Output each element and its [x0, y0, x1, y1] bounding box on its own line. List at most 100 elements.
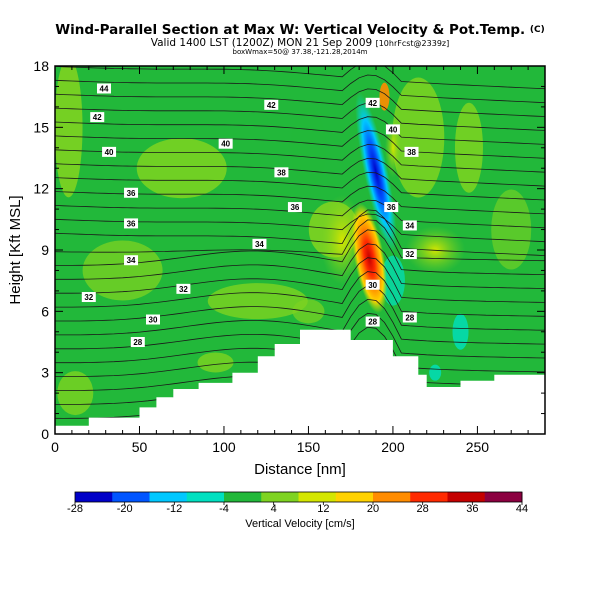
colorbar-title: Vertical Velocity [cm/s]	[245, 518, 354, 530]
colorbar-swatch-0	[75, 492, 113, 502]
contour-label-15: 34	[124, 255, 139, 266]
velocity-shading-1	[136, 138, 227, 199]
svg-text:34: 34	[255, 240, 264, 249]
contour-label-10: 36	[287, 202, 302, 213]
colorbar-swatch-9	[410, 492, 448, 502]
theta-contour-9	[55, 257, 545, 303]
y-tick-label-6: 18	[33, 58, 49, 74]
theta-contour-17	[55, 171, 545, 201]
svg-text:34: 34	[127, 256, 136, 265]
svg-text:42: 42	[267, 101, 276, 110]
svg-text:32: 32	[84, 293, 93, 302]
contour-label-8: 38	[404, 146, 419, 157]
contour-label-19: 30	[365, 279, 380, 290]
y-tick-label-4: 12	[33, 181, 49, 197]
theta-contour-25	[55, 66, 545, 90]
svg-text:36: 36	[127, 189, 136, 198]
theta-contour-24	[55, 74, 545, 103]
contour-label-16: 32	[402, 249, 417, 259]
velocity-shading-4	[290, 107, 327, 188]
contour-label-7: 38	[274, 167, 289, 178]
svg-text:42: 42	[368, 99, 377, 108]
contour-label-1: 42	[90, 112, 105, 123]
colorbar-label-3: -4	[219, 503, 229, 515]
theta-contour-10	[55, 243, 545, 289]
theta-contour-20	[55, 130, 545, 159]
svg-text:42: 42	[93, 113, 102, 122]
colorbar-label-8: 36	[466, 503, 478, 515]
x-tick-label-1: 50	[132, 439, 148, 455]
contour-label-14: 34	[402, 220, 417, 231]
velocity-shading-19	[355, 92, 397, 253]
velocity-shading-2	[82, 240, 163, 301]
svg-text:28: 28	[133, 338, 142, 347]
svg-text:30: 30	[149, 316, 158, 325]
velocity-shading-15	[429, 364, 442, 381]
x-tick-label-4: 200	[381, 439, 405, 455]
svg-text:32: 32	[405, 250, 414, 259]
x-axis-title: Distance [nm]	[254, 461, 346, 478]
colorbar-swatch-7	[335, 492, 374, 502]
contour-label-20: 30	[146, 314, 160, 325]
colorbar-label-4: 4	[271, 503, 277, 515]
theta-contour-12	[55, 219, 545, 262]
contour-label-18: 32	[176, 283, 191, 294]
contour-label-17: 32	[81, 292, 96, 303]
theta-contour-19	[55, 144, 545, 173]
chart-title: Wind-Parallel Section at Max W: Vertical…	[55, 22, 545, 38]
svg-text:40: 40	[221, 140, 230, 149]
colorbar-swatch-4	[224, 492, 262, 502]
x-tick-label-0: 0	[51, 439, 59, 455]
theta-contour-6	[55, 298, 545, 345]
colorbar-swatch-5	[261, 492, 299, 502]
y-axis-title: Height [Kft MSL]	[7, 195, 24, 304]
velocity-shading-8	[392, 77, 445, 198]
velocity-shading-13	[197, 352, 234, 373]
colorbar-label-0: -28	[67, 503, 83, 515]
chart-subtitle: Valid 1400 LST (1200Z) MON 21 Sep 2009 […	[150, 37, 450, 49]
svg-text:44: 44	[100, 84, 109, 93]
theta-contour-22	[55, 102, 545, 131]
contour-label-11: 36	[384, 202, 399, 213]
colorbar-label-5: 12	[317, 503, 329, 515]
colorbar-label-6: 20	[367, 503, 379, 515]
contour-label-4: 40	[102, 146, 117, 157]
x-axis: 0 50 100 150 200 250	[51, 66, 546, 455]
contour-label-23: 28	[365, 316, 380, 327]
contour-label-22: 28	[130, 337, 145, 347]
colorbar-label-2: -12	[166, 503, 182, 515]
theta-contour-23	[55, 88, 545, 117]
y-tick-label-1: 3	[41, 365, 49, 381]
y-tick-label-0: 0	[41, 426, 49, 442]
colorbar-swatch-1	[112, 492, 150, 502]
contour-label-13: 34	[252, 238, 267, 249]
colorbar-swatch-3	[186, 492, 225, 502]
colorbar-label-7: 28	[417, 503, 429, 515]
theta-contour-13	[55, 209, 545, 256]
colorbar-swatch-8	[373, 492, 411, 502]
velocity-shading-7	[491, 189, 532, 270]
x-tick-label-3: 150	[297, 439, 321, 455]
colorbar-label-1: -20	[117, 503, 133, 515]
terrain	[55, 329, 545, 434]
colorbar-swatch-2	[149, 492, 188, 502]
contour-label-9: 36	[124, 187, 139, 198]
svg-text:36: 36	[290, 203, 299, 212]
svg-text:28: 28	[405, 313, 414, 322]
velocity-shading-18	[379, 82, 390, 111]
theta-contour-18	[55, 157, 545, 187]
theta-contour-21	[55, 116, 545, 145]
colorbar-label-9: 44	[516, 503, 528, 515]
contour-label-12: 36	[124, 218, 139, 229]
y-tick-label-2: 6	[41, 303, 49, 319]
velocity-shading-14	[452, 313, 469, 350]
theta-contour-8	[55, 271, 545, 317]
theta-contour-7	[55, 285, 545, 331]
x-tick-label-5: 250	[466, 439, 490, 455]
velocity-shading-6	[454, 102, 483, 193]
contour-label-6: 40	[385, 124, 400, 135]
svg-text:28: 28	[368, 318, 377, 327]
contour-label-2: 42	[264, 99, 279, 110]
